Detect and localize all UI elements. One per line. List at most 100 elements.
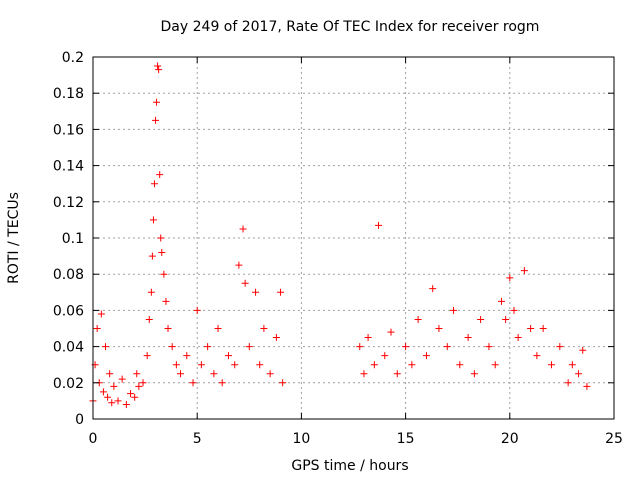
data-point [393, 370, 401, 378]
data-point [583, 382, 591, 390]
data-point [356, 343, 364, 351]
data-point [256, 361, 264, 369]
data-point [568, 361, 576, 369]
data-point [150, 180, 158, 188]
data-point [193, 306, 201, 314]
data-point [239, 225, 247, 233]
data-point [162, 297, 170, 305]
data-point [520, 267, 528, 275]
data-point [470, 370, 478, 378]
data-point [160, 270, 168, 278]
data-point [197, 361, 205, 369]
data-point [579, 346, 587, 354]
data-point [360, 370, 368, 378]
y-tick-label: 0.2 [62, 50, 84, 66]
data-point [154, 62, 162, 70]
data-point [152, 116, 160, 124]
data-point [149, 216, 157, 224]
axis-ticks: 0 0.02 0.04 0.06 0.08 0.1 0.12 0.14 0.16 0.18 0.2 0… [53, 50, 623, 447]
x-axis-label: GPS time / hours [291, 458, 408, 474]
data-point [172, 361, 180, 369]
data-point [106, 370, 114, 378]
data-point [564, 379, 572, 387]
data-point [235, 261, 243, 269]
data-point [456, 361, 464, 369]
data-point [506, 274, 514, 282]
data-point [157, 234, 165, 242]
x-tick-label: 15 [397, 431, 415, 447]
x-tick-label: 20 [501, 431, 519, 447]
data-point [210, 370, 218, 378]
data-point [381, 352, 389, 360]
data-point [224, 352, 232, 360]
data-point [122, 401, 130, 409]
y-tick-label: 0 [75, 412, 84, 428]
data-point [252, 288, 260, 296]
y-tick-label: 0.1 [62, 231, 84, 247]
data-point [422, 352, 430, 360]
data-point [93, 325, 101, 332]
data-point [108, 399, 116, 407]
data-point [477, 315, 485, 323]
data-point [364, 334, 372, 342]
data-point [370, 361, 378, 369]
data-point [575, 370, 583, 378]
data-point [145, 315, 153, 323]
data-point [272, 334, 280, 342]
y-tick-label: 0.08 [53, 267, 84, 283]
data-point [514, 334, 522, 342]
data-point [491, 361, 499, 369]
data-point [131, 393, 139, 401]
data-point [450, 306, 458, 314]
data-point [408, 361, 416, 369]
data-point [443, 343, 451, 351]
data-point [266, 370, 274, 378]
data-point [539, 325, 547, 332]
data-point [139, 379, 147, 387]
data-point [104, 393, 112, 401]
data-point [102, 343, 110, 351]
x-tick-label: 5 [193, 431, 202, 447]
data-point [497, 297, 505, 305]
data-point [110, 382, 118, 390]
data-point [97, 310, 105, 318]
data-point [133, 370, 141, 378]
y-tick-label: 0.04 [53, 340, 84, 356]
data-point [414, 315, 422, 323]
data-point [214, 325, 222, 332]
data-point [485, 343, 493, 351]
data-point [114, 397, 122, 405]
data-point [231, 361, 239, 369]
data-point [245, 343, 253, 351]
grid-lines [93, 57, 614, 419]
y-tick-label: 0.16 [53, 122, 84, 138]
data-point [547, 361, 555, 369]
y-tick-label: 0.02 [53, 376, 84, 392]
data-point [127, 390, 135, 398]
x-tick-label: 10 [292, 431, 310, 447]
data-point [118, 375, 126, 383]
y-tick-label: 0.06 [53, 303, 84, 319]
data-point [241, 279, 249, 287]
data-point [147, 288, 155, 296]
data-point [429, 285, 437, 293]
data-point [158, 248, 166, 256]
data-point [260, 325, 268, 332]
data-point [177, 370, 185, 378]
data-point [148, 252, 156, 260]
data-point [464, 334, 472, 342]
y-tick-label: 0.12 [53, 195, 84, 211]
data-point [183, 352, 191, 360]
data-point [533, 352, 541, 360]
y-tick-label: 0.18 [53, 86, 84, 102]
y-tick-label: 0.14 [53, 159, 84, 175]
data-point [527, 325, 535, 332]
data-point [218, 379, 226, 387]
data-point [510, 306, 518, 314]
data-point [143, 352, 151, 360]
data-point [164, 325, 172, 332]
data-point [135, 382, 143, 390]
data-point [402, 343, 410, 351]
